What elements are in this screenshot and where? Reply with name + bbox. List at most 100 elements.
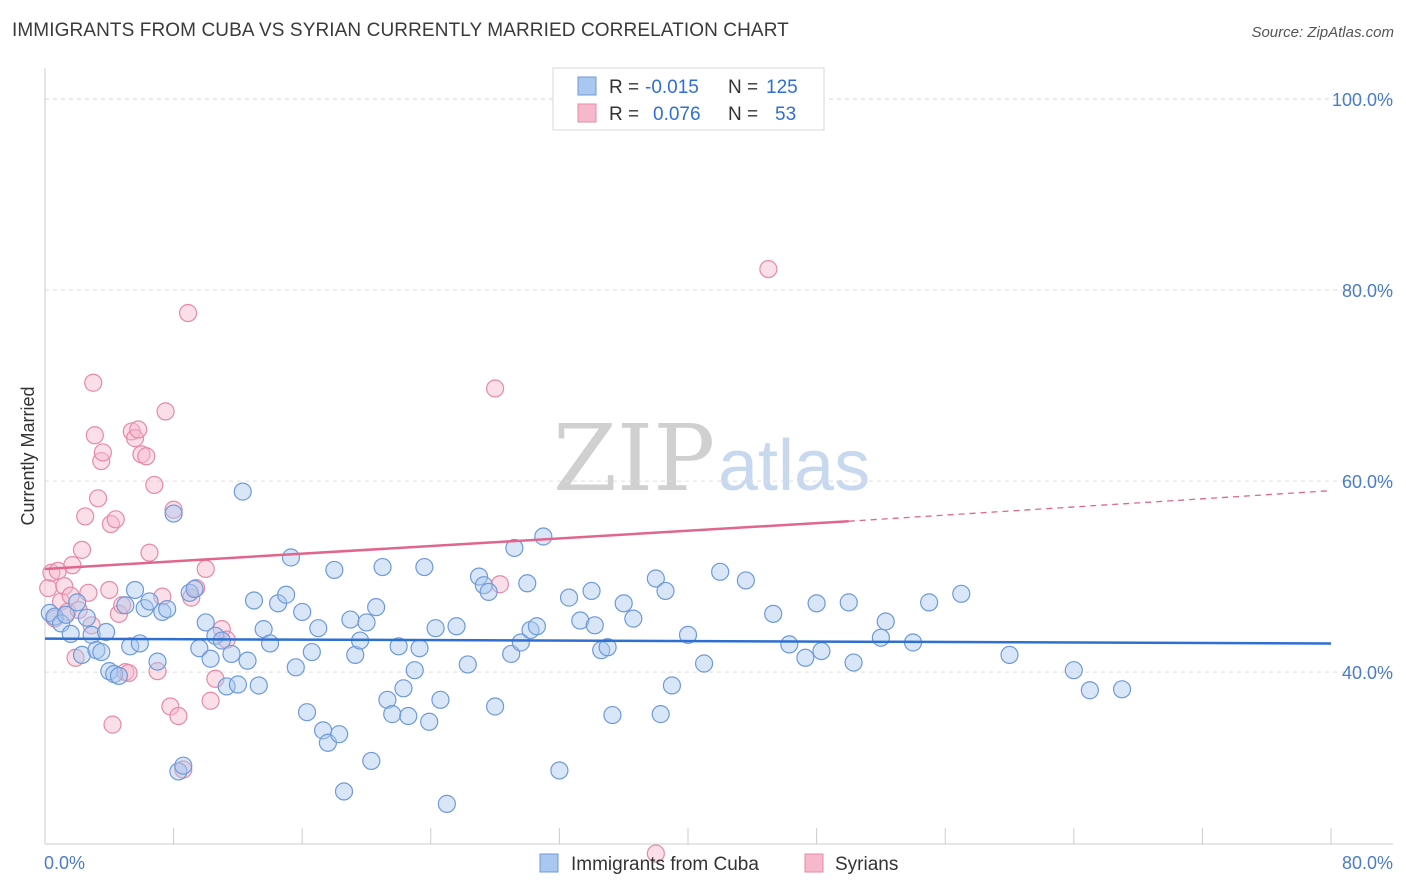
syrians-point: [103, 715, 122, 734]
cuba-point: [148, 652, 167, 671]
syrians-point: [178, 303, 198, 323]
cuba-point: [293, 602, 312, 622]
cuba-point: [585, 616, 604, 635]
cuba-point: [711, 562, 730, 581]
legend-n-value-cuba: 125: [766, 77, 798, 98]
x-tick-label-min: 0.0%: [44, 853, 85, 873]
bottom-legend-swatch-cuba: [539, 853, 559, 873]
syrians-point: [39, 578, 58, 598]
syrians-point: [76, 507, 95, 526]
cuba-point: [1112, 680, 1132, 699]
cuba-point: [125, 580, 145, 600]
cuba-point: [812, 641, 831, 661]
legend-swatch-cuba: [577, 76, 597, 96]
cuba-point: [153, 602, 172, 622]
legend-r-value-cuba: -0.015: [645, 77, 699, 98]
cuba-point: [222, 644, 241, 664]
syrians-point: [85, 426, 104, 445]
cuba-point: [130, 634, 149, 653]
bottom-legend-swatch-syria: [804, 853, 824, 873]
cuba-point: [286, 658, 305, 677]
cuba-point: [511, 633, 530, 652]
syrians-point: [106, 510, 125, 529]
syrians-point: [51, 592, 71, 611]
cuba-point: [330, 725, 349, 744]
syrians-point: [93, 443, 112, 462]
cuba-point: [582, 581, 601, 601]
syrians-point: [63, 556, 82, 575]
cuba-point: [233, 482, 252, 501]
watermark-zip: ZIP: [553, 405, 715, 512]
syrians-point: [169, 706, 188, 726]
legend-n-value-syria: 53: [775, 104, 796, 125]
source-label: Source: ZipAtlas.com: [1251, 24, 1394, 41]
cuba-point: [217, 677, 236, 696]
syrians-point: [201, 691, 220, 710]
legend-r-label-syria: R =: [609, 104, 639, 125]
grid: [45, 98, 1393, 673]
cuba-point: [405, 661, 424, 680]
cuba-point: [598, 638, 617, 657]
cuba-point: [614, 594, 633, 613]
cuba-point: [334, 782, 354, 801]
cuba-point: [656, 581, 675, 601]
cuba-point: [244, 591, 264, 610]
cuba-point: [174, 756, 193, 775]
cuba-point: [694, 654, 714, 673]
legend-swatch-syria: [577, 103, 597, 123]
cuba-point: [871, 628, 891, 647]
cuba-point: [764, 604, 783, 623]
legend-box: R = -0.015 N = 125 R = 0.076 N = 53: [552, 67, 825, 131]
x-tick-label-max: 80.0%: [1342, 853, 1393, 873]
syrians-trend-extension: [848, 490, 1332, 522]
cuba-point: [431, 690, 450, 709]
cuba-point: [77, 608, 96, 627]
cuba-point: [96, 622, 116, 642]
syrians-trend-line: [44, 519, 849, 571]
cuba-point: [447, 617, 466, 636]
cuba-point: [534, 527, 553, 546]
syrians-point: [84, 373, 103, 392]
legend-n-label-syria: N =: [728, 104, 758, 125]
syrians-point: [72, 540, 92, 559]
syrians-point: [145, 475, 164, 495]
cuba-point: [140, 592, 159, 611]
legend-r-value-syria: 0.076: [653, 104, 701, 125]
cuba-point: [486, 697, 505, 716]
cuba-point: [1000, 645, 1019, 665]
cuba-point: [325, 560, 344, 580]
cuba-point: [624, 609, 643, 628]
cuba-point: [399, 706, 418, 726]
cuba-point: [678, 625, 698, 644]
syrians-point: [137, 447, 156, 466]
cuba-point: [260, 634, 280, 653]
cuba-point: [249, 676, 268, 695]
syrians-point: [196, 559, 215, 579]
cuba-point: [479, 582, 498, 601]
syrians-point: [129, 420, 148, 439]
syrians-point: [88, 489, 108, 508]
cuba-point: [394, 679, 413, 698]
legend-n-label-cuba: N =: [728, 77, 758, 98]
cuba-point: [807, 594, 826, 613]
cuba-point: [357, 613, 376, 632]
cuba-point: [518, 574, 537, 593]
cuba-point: [559, 588, 579, 607]
cuba-point: [341, 610, 360, 629]
cuba-point: [796, 648, 815, 667]
y-tick-label: 40.0%: [1342, 663, 1393, 683]
cuba-point: [196, 613, 215, 632]
cuba-point: [780, 635, 799, 654]
cuba-point: [651, 705, 670, 724]
cuba-point: [662, 676, 682, 695]
cuba-point: [309, 619, 328, 638]
cuba-point: [281, 548, 301, 567]
cuba-point: [505, 538, 524, 558]
bottom-legend-label-syria: Syrians: [835, 854, 898, 875]
syrians-point: [148, 662, 167, 681]
watermark: ZIP atlas: [553, 405, 870, 512]
cuba-point: [550, 761, 569, 780]
legend-r-label-cuba: R =: [609, 77, 639, 98]
cuba-point: [844, 653, 863, 672]
cuba-point: [378, 690, 397, 709]
